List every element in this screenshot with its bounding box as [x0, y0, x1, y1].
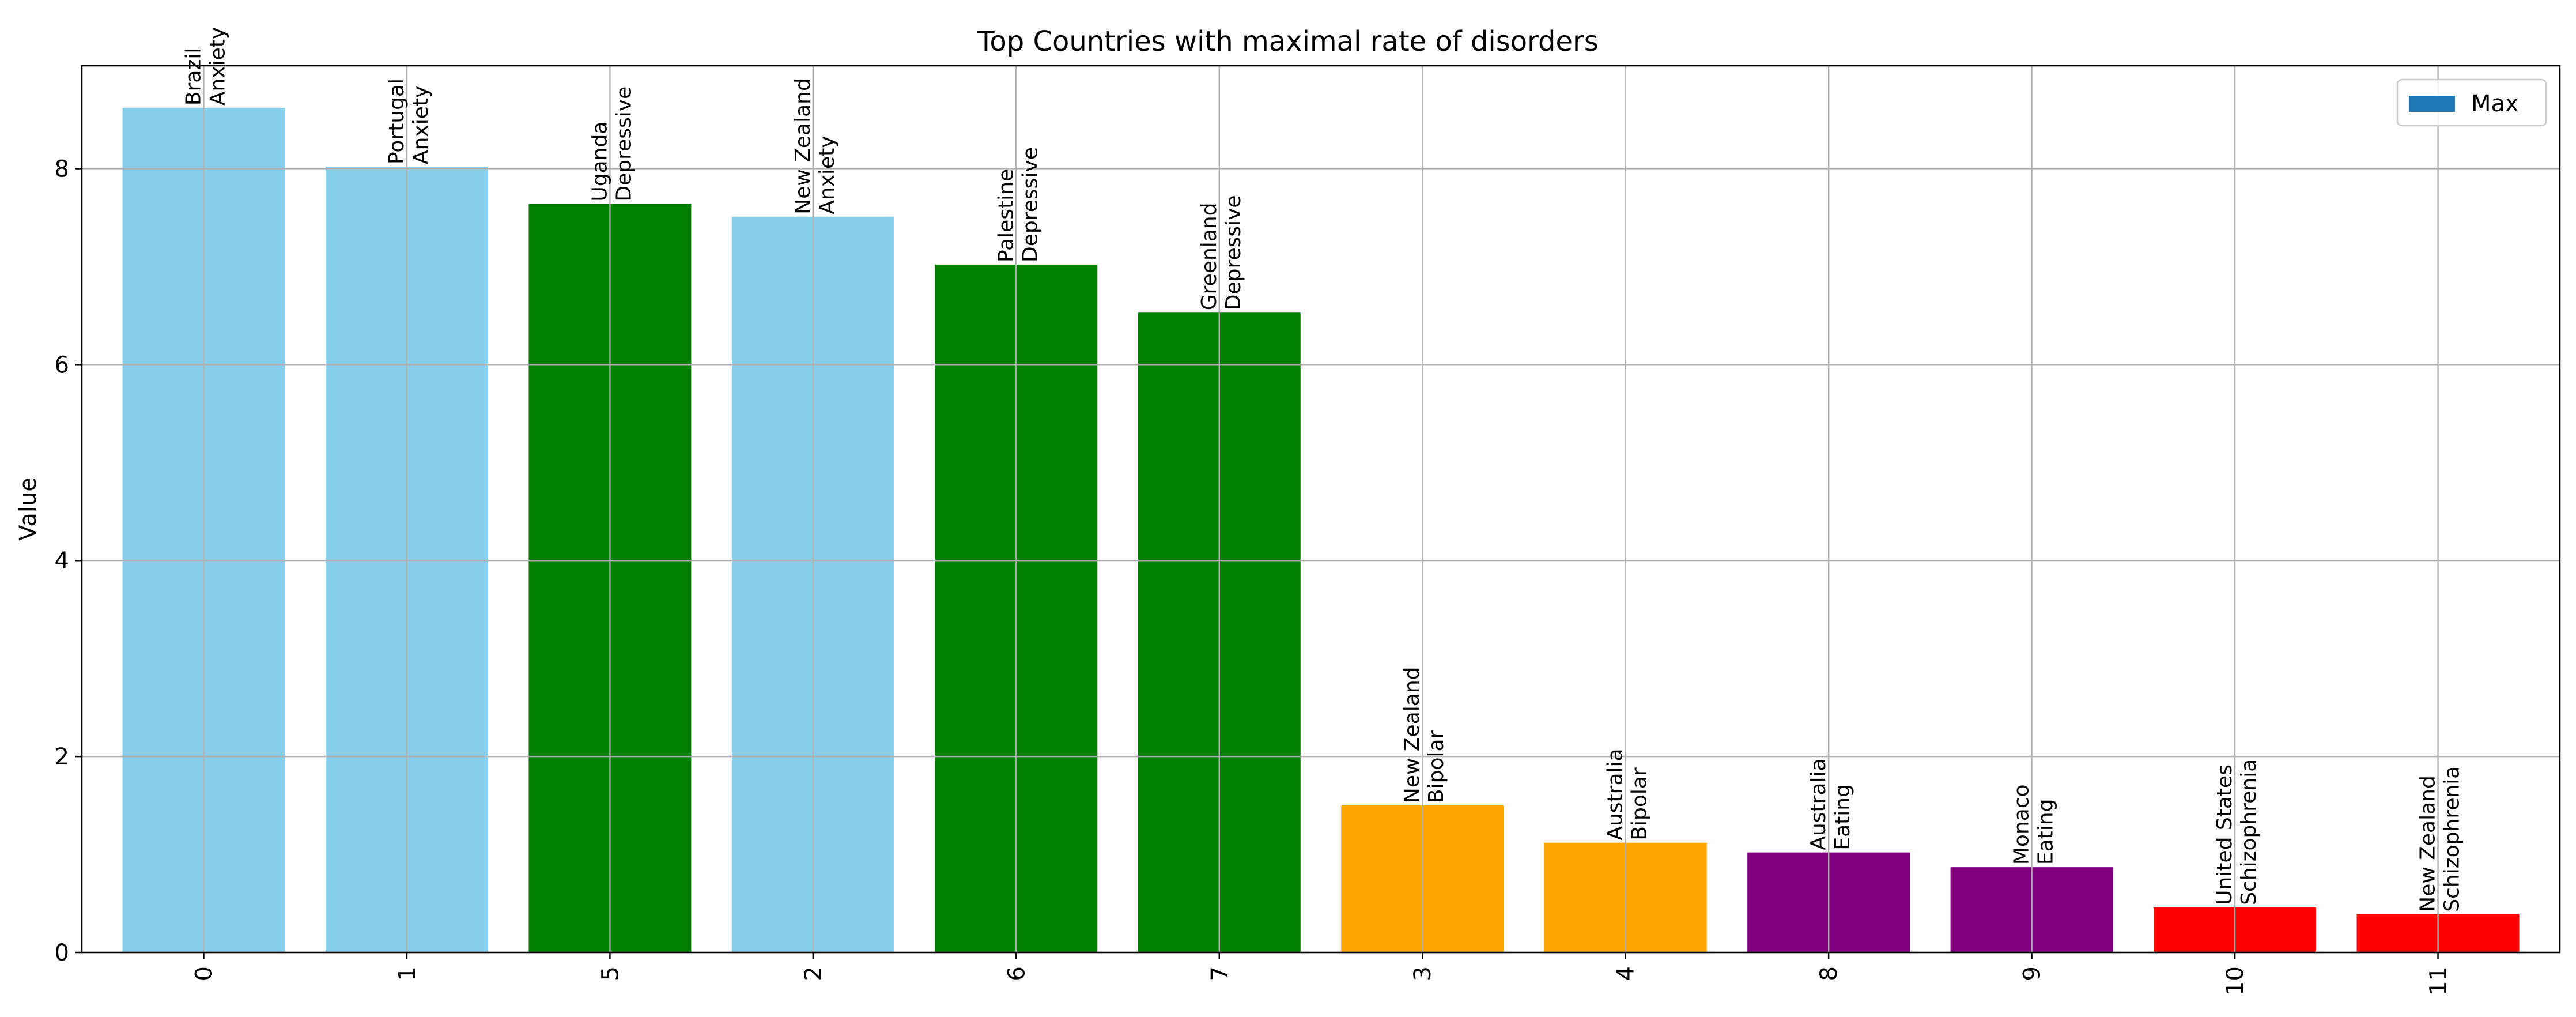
- bar-label-4: PalestineDepressive: [994, 147, 1042, 262]
- y-tick-label-3: 6: [55, 352, 69, 378]
- y-tick-label-4: 8: [55, 156, 69, 182]
- chart-title: Top Countries with maximal rate of disor…: [977, 25, 1599, 58]
- y-tick-label-0: 0: [55, 940, 69, 966]
- bar-label-country: Palestine: [994, 169, 1018, 262]
- bar-label-country: New Zealand: [1400, 667, 1424, 804]
- bar-label-disorder: Bipolar: [1628, 767, 1652, 841]
- bar-label-10: United StatesSchizophrenia: [2213, 759, 2261, 905]
- bar-label-disorder: Anxiety: [815, 135, 839, 214]
- legend-box: [2396, 78, 2547, 127]
- x-tick-label-5: 7: [1207, 966, 1233, 981]
- bar-label-5: GreenlandDepressive: [1198, 195, 1245, 310]
- x-tick-label-3: 2: [800, 966, 827, 981]
- x-tick-label-8: 8: [1816, 966, 1842, 981]
- legend-label: Max: [2471, 91, 2519, 117]
- bar-label-country: Greenland: [1198, 203, 1221, 311]
- bar-label-country: Portugal: [385, 78, 409, 164]
- bar-label-disorder: Schizophrenia: [2237, 759, 2261, 905]
- bar-label-disorder: Depressive: [1222, 195, 1245, 310]
- bar-label-country: Australia: [1807, 758, 1830, 850]
- bar-label-disorder: Anxiety: [409, 86, 433, 164]
- bar-label-country: New Zealand: [2416, 775, 2440, 912]
- bar-label-country: Uganda: [588, 122, 611, 202]
- bar-label-disorder: Eating: [2034, 799, 2058, 865]
- bar-label-11: New ZealandSchizophrenia: [2416, 766, 2464, 912]
- x-tick-label-6: 3: [1410, 966, 1436, 981]
- x-tick-label-11: 11: [2426, 966, 2452, 996]
- x-tick-label-1: 1: [394, 966, 421, 981]
- bar-label-country: Brazil: [182, 48, 205, 106]
- x-tick-label-9: 9: [2019, 966, 2046, 981]
- axes-frame: [81, 65, 2561, 954]
- bar-label-disorder: Eating: [1831, 784, 1854, 850]
- x-tick-label-7: 4: [1613, 966, 1640, 981]
- x-tick-label-2: 5: [597, 966, 624, 981]
- bar-label-8: AustraliaEating: [1807, 758, 1854, 850]
- bar-label-country: New Zealand: [791, 78, 815, 214]
- bar-label-country: Australia: [1604, 748, 1627, 840]
- bar-label-7: AustraliaBipolar: [1604, 748, 1652, 840]
- bar-label-6: New ZealandBipolar: [1400, 667, 1448, 804]
- bar-label-1: PortugalAnxiety: [385, 78, 433, 164]
- x-tick-label-4: 6: [1003, 966, 1030, 981]
- bar-label-disorder: Bipolar: [1425, 730, 1448, 803]
- legend-swatch: [2409, 96, 2455, 112]
- bar-label-country: United States: [2213, 764, 2237, 905]
- bar-label-disorder: Schizophrenia: [2441, 766, 2464, 912]
- y-axis-label: Value: [15, 477, 41, 541]
- y-tick-label-1: 2: [55, 744, 69, 770]
- x-tick-label-10: 10: [2222, 966, 2249, 996]
- bar-label-9: MonacoEating: [2010, 784, 2058, 865]
- y-tick-label-2: 4: [55, 548, 69, 574]
- bar-label-disorder: Depressive: [1018, 147, 1042, 262]
- bar-label-disorder: Depressive: [612, 86, 636, 202]
- bar-label-2: UgandaDepressive: [588, 86, 636, 202]
- bar-label-3: New ZealandAnxiety: [791, 78, 839, 214]
- x-tick-label-0: 0: [191, 966, 217, 981]
- bar-label-country: Monaco: [2010, 784, 2034, 865]
